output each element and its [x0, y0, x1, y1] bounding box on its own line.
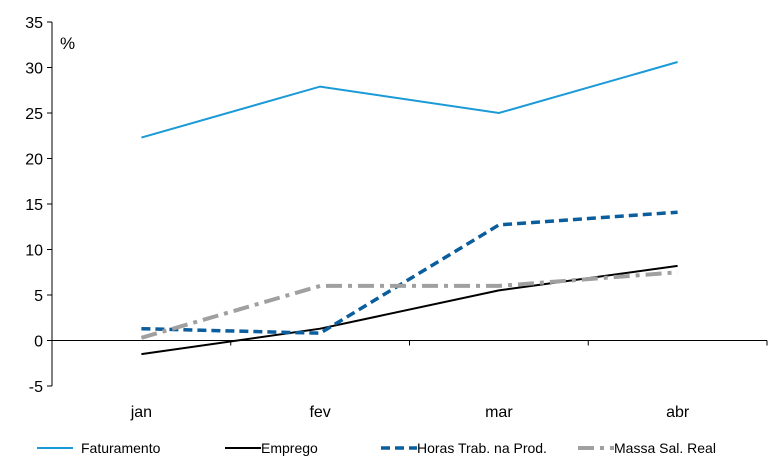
- x-tick-label: jan: [130, 404, 152, 421]
- x-tick-label: fev: [309, 404, 330, 421]
- legend-label: Horas Trab. na Prod.: [417, 440, 547, 456]
- y-tick-label: 20: [25, 152, 43, 169]
- y-tick-label: 25: [25, 106, 43, 123]
- x-axis-ticks: jan fev mar abr: [51, 340, 768, 421]
- y-tick-label: 10: [25, 243, 43, 260]
- y-axis-ticks: -5 0 5 10 15 20 25 30 35: [25, 15, 52, 396]
- legend-label: Faturamento: [81, 440, 161, 456]
- series-line-massa-sal-real: [140, 270, 678, 340]
- y-tick-label: 30: [25, 61, 43, 78]
- chart-axes: [51, 22, 767, 386]
- y-tick-label: 0: [34, 334, 43, 351]
- series-line-horas-trab-na-prod: [141, 210, 678, 335]
- legend-label: Emprego: [261, 440, 318, 456]
- y-tick-label: 5: [34, 288, 43, 305]
- x-tick-label: mar: [485, 404, 513, 421]
- series-lines: [140, 61, 678, 356]
- y-tick-label: 15: [25, 197, 43, 214]
- unit-label: %: [60, 34, 75, 53]
- legend: Faturamento Emprego Horas Trab. na Prod. Ma…: [37, 440, 716, 456]
- series-line-faturamento: [141, 61, 678, 139]
- x-tick-label: abr: [666, 404, 690, 421]
- y-tick-label: -5: [29, 379, 43, 396]
- y-tick-label: 35: [25, 15, 43, 32]
- legend-label: Massa Sal. Real: [614, 440, 716, 456]
